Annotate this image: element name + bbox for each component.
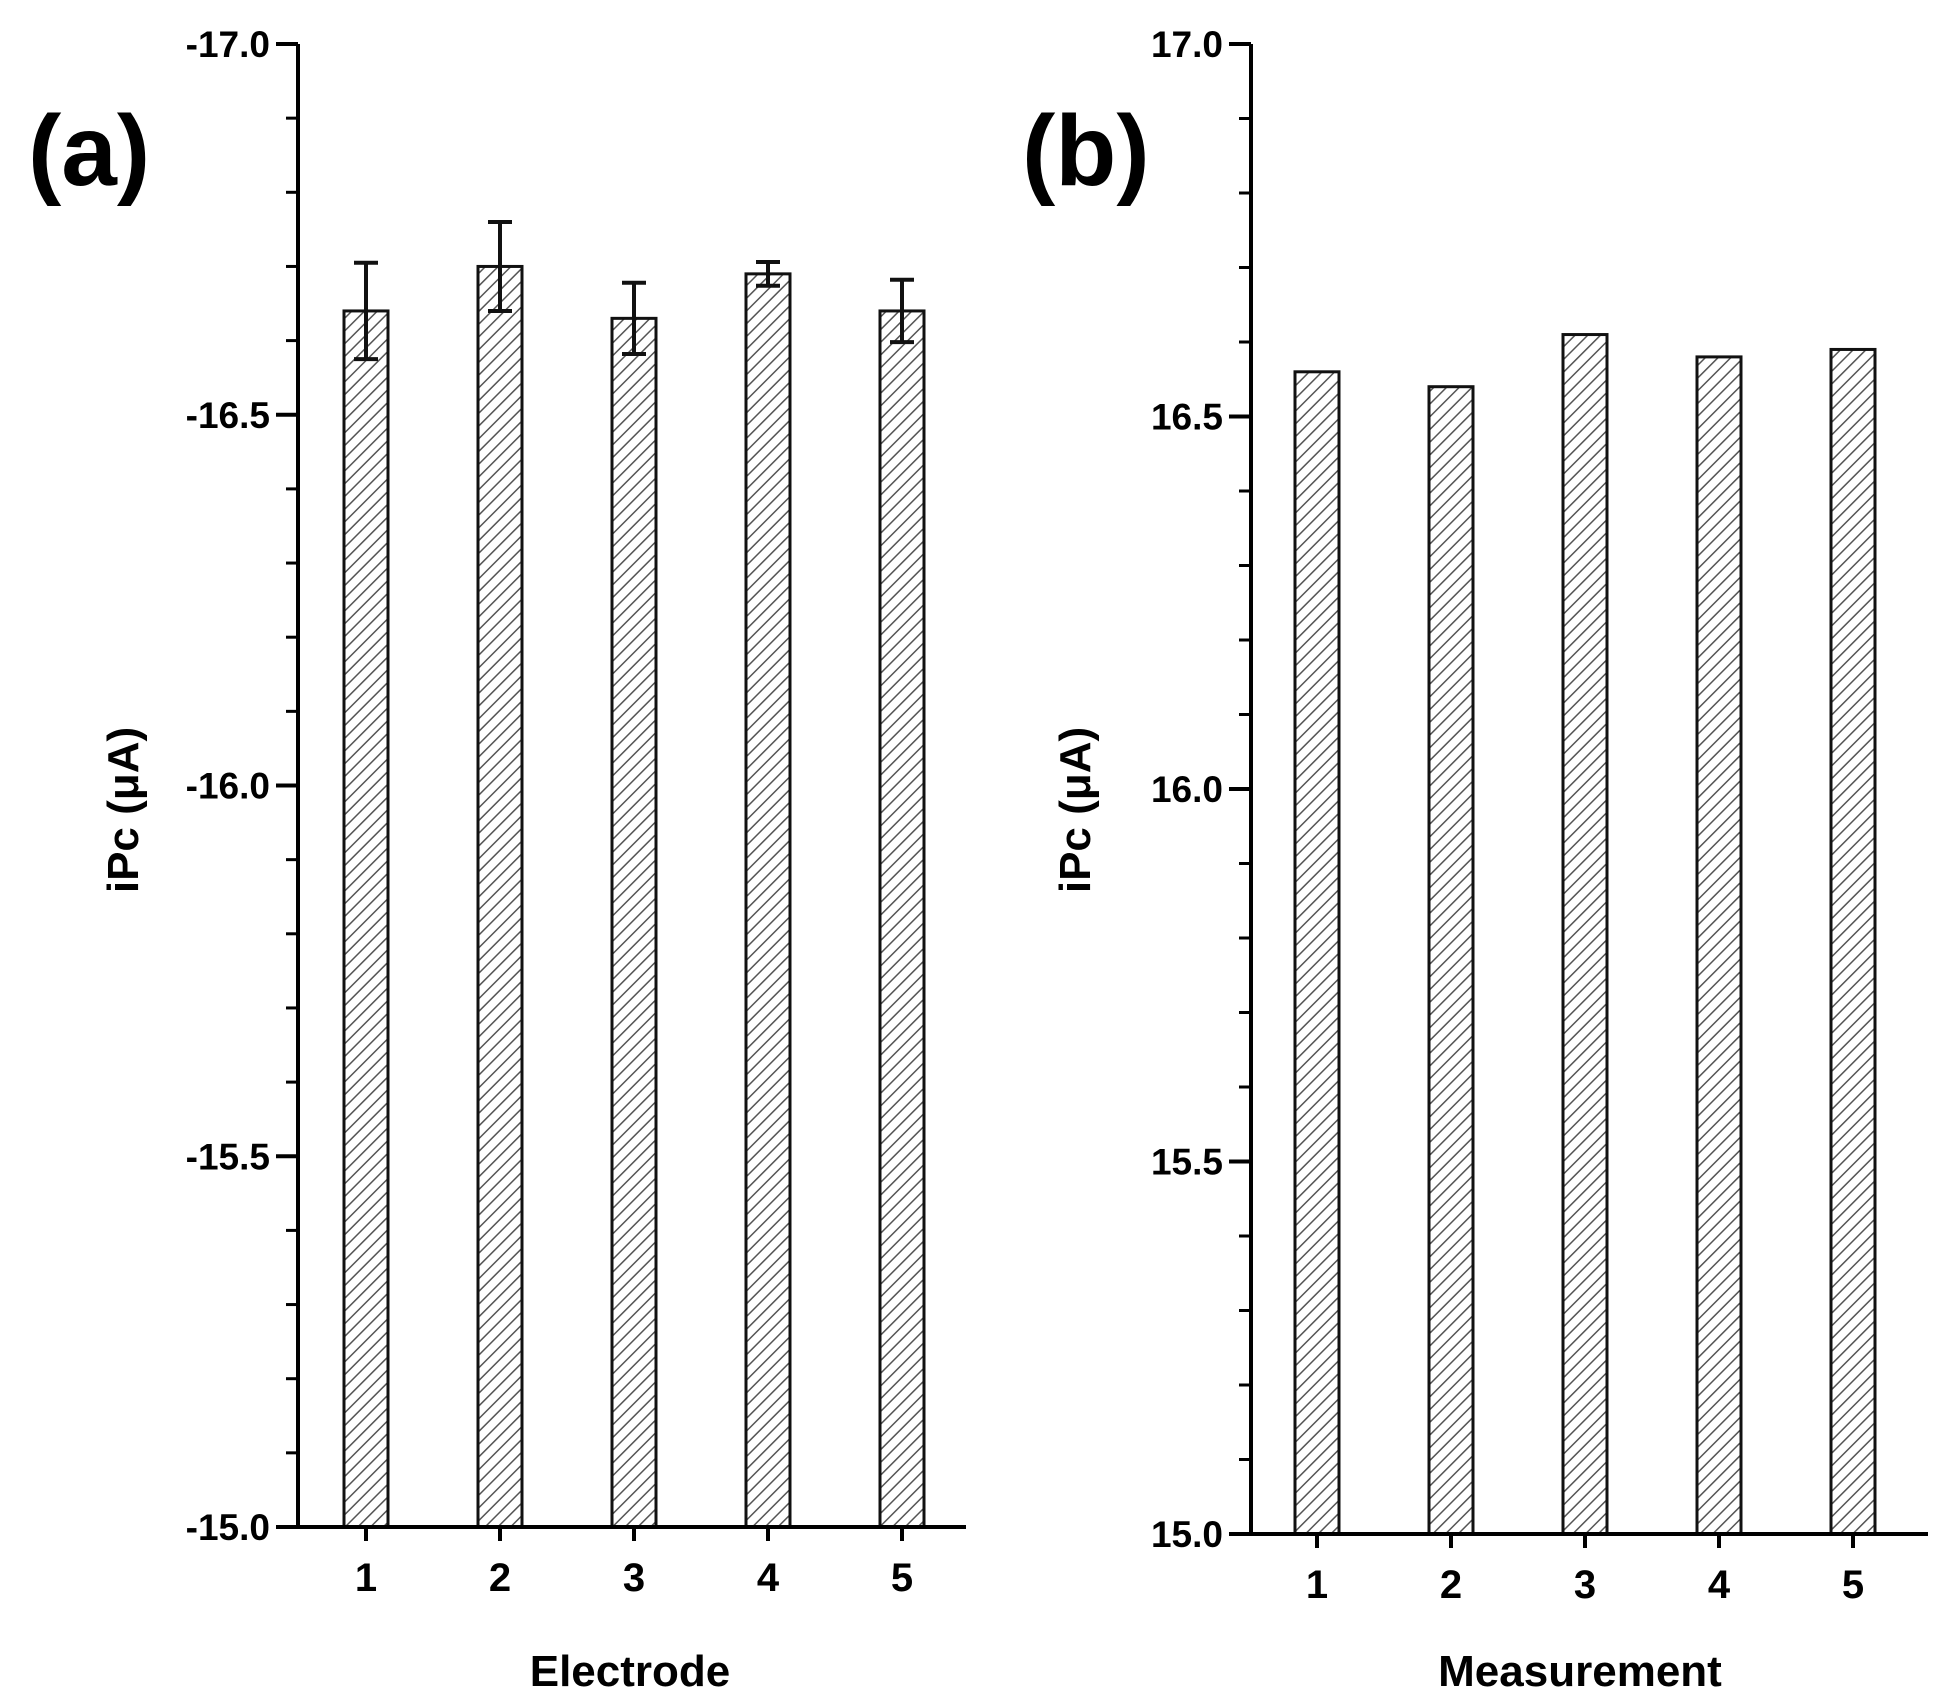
y-tick-label-b-1: 15.5 bbox=[1151, 1142, 1223, 1183]
x-tick-label-a-4: 4 bbox=[757, 1556, 780, 1600]
bar-a-5 bbox=[878, 309, 926, 1529]
bar-a-2 bbox=[476, 264, 524, 1529]
error-bar-a-3 bbox=[622, 280, 646, 356]
chart-panel-b: (b) iPc (μA) Measurement 1 2 3 4 5 15.0 15.5 16… bbox=[1022, 24, 1928, 1696]
y-axis-title-a: iPc (μA) bbox=[99, 727, 148, 893]
y-tick-label-a-2: -16.0 bbox=[186, 766, 270, 807]
bar-b-5 bbox=[1829, 347, 1877, 1536]
y-tick-label-b-2: 16.0 bbox=[1151, 769, 1223, 810]
y-tick-label-b-0: 15.0 bbox=[1151, 1514, 1223, 1555]
x-tick-label-b-3: 3 bbox=[1574, 1563, 1596, 1607]
bar-b-2 bbox=[1427, 385, 1475, 1536]
bar-a-3 bbox=[610, 316, 658, 1529]
x-tick-label-b-4: 4 bbox=[1708, 1563, 1731, 1607]
x-tick-label-b-2: 2 bbox=[1440, 1563, 1462, 1607]
y-tick-label-a-0: -15.0 bbox=[186, 1507, 270, 1548]
y-tick-label-a-4: -17.0 bbox=[186, 24, 270, 65]
bar-a-4 bbox=[744, 272, 792, 1529]
x-axis-title-a: Electrode bbox=[530, 1647, 731, 1696]
panel-label-a: (a) bbox=[28, 95, 150, 207]
error-bar-a-5 bbox=[890, 277, 914, 345]
y-tick-label-a-1: -15.5 bbox=[186, 1136, 270, 1177]
x-tick-label-a-1: 1 bbox=[355, 1556, 377, 1600]
bar-b-3 bbox=[1561, 333, 1609, 1536]
y-axis-title-b: iPc (μA) bbox=[1051, 727, 1100, 893]
bar-b-4 bbox=[1695, 355, 1743, 1536]
x-tick-label-a-5: 5 bbox=[891, 1556, 913, 1600]
error-bar-a-4 bbox=[756, 260, 780, 288]
x-tick-label-b-5: 5 bbox=[1842, 1563, 1864, 1607]
x-tick-label-a-3: 3 bbox=[623, 1556, 645, 1600]
error-bar-a-1 bbox=[354, 260, 378, 362]
y-tick-label-b-3: 16.5 bbox=[1151, 397, 1223, 438]
x-tick-label-a-2: 2 bbox=[489, 1556, 511, 1600]
chart-panel-a: (a) iPc (μA) Electrode 1 2 3 4 5 -15.0 -15.5 -1… bbox=[28, 24, 966, 1696]
x-tick-label-b-1: 1 bbox=[1306, 1563, 1328, 1607]
bar-b-1 bbox=[1293, 370, 1341, 1536]
bar-a-1 bbox=[342, 309, 390, 1529]
y-tick-label-a-3: -16.5 bbox=[186, 395, 270, 436]
panel-label-b: (b) bbox=[1022, 95, 1150, 207]
x-axis-title-b: Measurement bbox=[1438, 1647, 1722, 1696]
y-tick-label-b-4: 17.0 bbox=[1151, 24, 1223, 65]
error-bar-a-2 bbox=[488, 219, 512, 313]
